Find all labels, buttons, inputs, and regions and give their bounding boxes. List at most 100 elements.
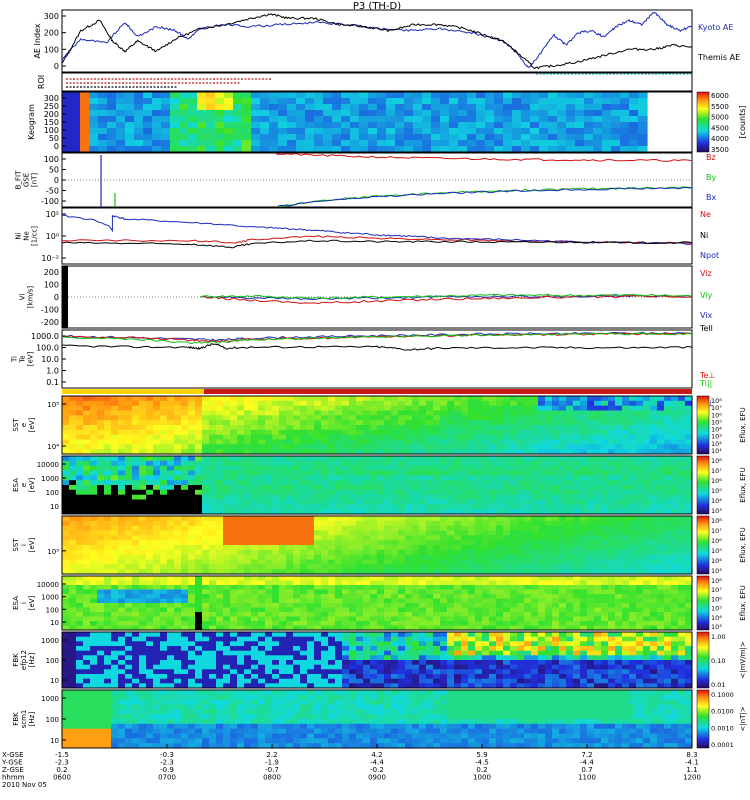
keogram-cell — [512, 110, 522, 117]
spectrogram-cell — [111, 494, 119, 500]
spectrogram-cell — [412, 396, 420, 402]
keogram-cell — [224, 110, 234, 117]
spectrogram-cell — [636, 485, 644, 491]
spectrogram-cell — [433, 535, 441, 541]
spectrogram-cell — [153, 559, 161, 565]
spectrogram-cell — [468, 460, 476, 467]
keogram-cell — [638, 134, 648, 141]
spectrogram-cell — [300, 444, 308, 450]
keogram-cell — [179, 140, 189, 147]
spectrogram-cell — [181, 603, 189, 608]
keogram-cell — [422, 140, 432, 147]
spectrogram-cell — [321, 516, 329, 522]
spectrogram-cell — [454, 525, 462, 531]
spectrogram-cell — [391, 621, 399, 626]
spectrogram-cell — [405, 489, 413, 496]
spectrogram-cell — [83, 470, 91, 476]
spectrogram-cell — [461, 516, 469, 522]
spectrogram-cell — [440, 434, 448, 440]
spectrogram-cell — [377, 525, 385, 531]
spectrogram-cell — [286, 580, 294, 586]
keogram-cell — [629, 128, 639, 135]
spectrogram-cell — [440, 589, 448, 595]
spectrogram-cell — [209, 470, 217, 476]
spectrogram-cell — [244, 549, 252, 556]
keogram-cell — [359, 116, 369, 123]
keogram-cell — [368, 140, 378, 147]
spectrogram-cell — [300, 525, 308, 531]
spectrogram-cell — [125, 480, 133, 486]
spectrogram-cell — [62, 415, 70, 421]
keogram-cell — [116, 128, 126, 135]
spectrogram-cell — [419, 489, 427, 496]
spectrogram-cell — [69, 535, 77, 541]
spectrogram-cell — [349, 594, 357, 599]
spectrogram-cell — [468, 564, 476, 570]
spectrogram-cell — [405, 594, 413, 599]
spectrogram-cell — [517, 594, 525, 599]
spectrogram-cell — [601, 405, 609, 411]
spectrogram-cell — [230, 625, 238, 631]
keogram-cell — [566, 122, 576, 129]
spectrogram-cell — [608, 470, 616, 476]
spectrogram-cell — [216, 444, 224, 450]
spectrogram-cell — [139, 475, 147, 481]
spectrogram-cell — [188, 535, 196, 541]
spectrogram-cell — [384, 559, 392, 565]
spectrogram-cell — [531, 589, 539, 595]
spectrogram-cell — [132, 612, 140, 617]
spectrogram-cell — [216, 530, 224, 536]
keogram-cell — [161, 134, 171, 141]
spectrogram-cell — [307, 612, 315, 617]
spectrogram-cell — [153, 494, 161, 500]
spectrogram-cell — [454, 621, 462, 626]
keogram-cell — [323, 104, 333, 111]
keogram-cell — [485, 104, 495, 111]
spectrogram-cell — [335, 425, 343, 431]
spectrogram-cell — [384, 494, 392, 500]
spectrogram-cell — [258, 400, 266, 407]
spectrogram-cell — [608, 569, 616, 575]
keogram-cell — [584, 116, 594, 123]
spectrogram-cell — [573, 485, 581, 491]
spectrogram-cell — [629, 607, 637, 613]
spectrogram-sst_e: SSTe[eV]10⁵10⁴10⁸10⁷10⁶10⁵10⁴10³10²10¹Ef… — [12, 395, 747, 455]
spectrogram-cell — [454, 400, 462, 407]
spectrogram-cell — [118, 540, 126, 546]
spectrogram-cell — [202, 589, 210, 595]
spectrogram-cell — [419, 598, 427, 604]
spectrogram-cell — [433, 564, 441, 570]
keogram-cell — [404, 134, 414, 141]
spectrogram-cell — [111, 499, 119, 505]
spectrogram-cell — [447, 470, 455, 476]
spectrogram-cell — [209, 494, 217, 500]
spectrogram-cell — [440, 485, 448, 491]
spectrogram-cell — [447, 509, 455, 515]
keogram-cell — [638, 122, 648, 129]
keogram-cell — [557, 98, 567, 105]
spectrogram-cell — [146, 400, 154, 407]
spectrogram-cell — [671, 449, 679, 455]
spectrogram-cell — [216, 554, 224, 560]
spectrogram-cell — [391, 616, 399, 622]
spectrogram-cell — [97, 449, 105, 455]
spectrogram-cell — [461, 410, 469, 416]
keogram-cell — [512, 98, 522, 105]
keogram-cell — [188, 92, 198, 99]
spectrogram-cell — [580, 594, 588, 599]
keogram-cell — [620, 128, 630, 135]
spectrogram-cell — [664, 509, 672, 515]
spectrogram-cell — [538, 594, 546, 599]
spectrogram-cell — [545, 396, 553, 402]
spectrogram-cell — [83, 520, 91, 527]
spectrogram-cell — [426, 434, 434, 440]
spectrogram-cell — [202, 576, 210, 581]
spectrogram-cell — [125, 612, 133, 617]
spectrogram-cell — [132, 625, 140, 631]
spectrogram-cell — [230, 559, 238, 565]
spectrogram-cell — [363, 405, 371, 411]
spectrogram-cell — [286, 564, 294, 570]
spectrogram-cell — [321, 415, 329, 421]
spectrogram-cell — [538, 616, 546, 622]
spectrogram-cell — [573, 489, 581, 496]
